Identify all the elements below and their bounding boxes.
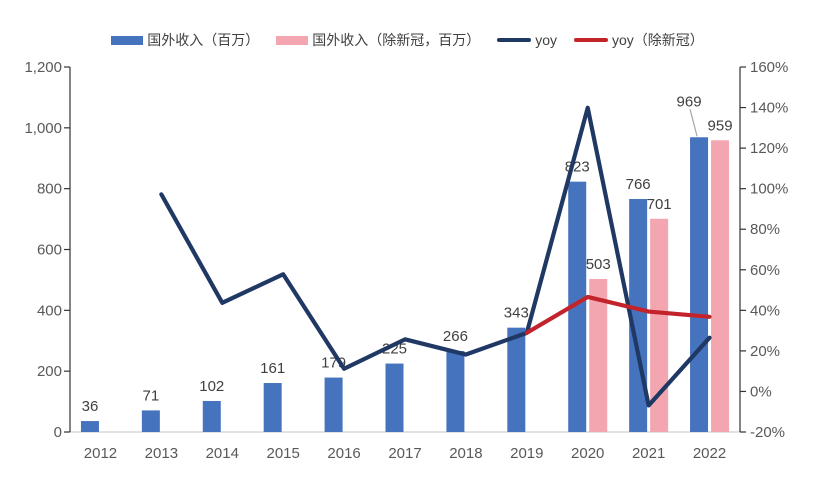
bar-2020-s0	[568, 181, 587, 432]
legend-item-0: 国外收入（百万）	[111, 30, 259, 50]
left-axis-tick-label: 400	[37, 302, 62, 319]
right-axis-tick-label: 120%	[750, 140, 788, 157]
x-axis-category-label: 2019	[510, 445, 543, 462]
label-leader-line	[689, 109, 698, 137]
legend-item-2: yoy	[497, 32, 557, 48]
x-axis-category-label: 2018	[449, 445, 482, 462]
bar-2015-s0	[263, 383, 282, 432]
right-axis-tick-label: 80%	[750, 221, 780, 238]
legend-line-swatch-icon	[574, 38, 608, 42]
right-axis-tick-label: 20%	[750, 343, 780, 360]
legend-item-3: yoy（除新冠）	[574, 30, 704, 50]
left-axis-tick-label: 200	[37, 363, 62, 380]
right-axis-tick-label: 140%	[750, 100, 788, 117]
right-axis-tick-label: -20%	[750, 424, 785, 441]
legend-label: yoy（除新冠）	[612, 32, 704, 48]
right-axis-tick-label: 40%	[750, 302, 780, 319]
data-label: 161	[260, 360, 285, 377]
data-label: 102	[199, 378, 224, 395]
legend-label: yoy	[535, 32, 557, 48]
data-label: 71	[143, 387, 160, 404]
line-series-1	[524, 294, 712, 335]
legend-label: 国外收入（百万）	[147, 32, 260, 48]
bar-2016-s0	[324, 377, 343, 432]
left-axis-tick-label: 800	[37, 181, 62, 198]
left-axis-tick-label: 600	[37, 242, 62, 259]
x-axis-category-label: 2014	[206, 445, 239, 462]
bar-2022-s0	[690, 137, 709, 432]
x-axis-category-label: 2013	[145, 445, 178, 462]
left-axis-tick-label: 1,200	[24, 59, 62, 76]
legend-line-swatch-icon	[497, 38, 532, 42]
bar-2020-s1	[589, 279, 608, 432]
data-label: 36	[82, 398, 99, 415]
left-axis-tick-label: 1,000	[24, 120, 62, 137]
bar-2022-s1	[711, 140, 730, 432]
data-label: 969	[677, 93, 702, 110]
data-label: 959	[708, 117, 733, 134]
x-axis-category-label: 2015	[266, 445, 299, 462]
data-label: 701	[647, 196, 672, 213]
right-axis-tick-label: 100%	[750, 181, 788, 198]
x-axis-category-label: 2016	[327, 445, 360, 462]
x-axis-category-label: 2012	[84, 445, 117, 462]
bar-2014-s0	[202, 400, 221, 432]
legend-item-1: 国外收入（除新冠，百万）	[276, 30, 480, 50]
data-label: 266	[443, 328, 468, 345]
right-axis-tick-label: 0%	[750, 383, 772, 400]
data-label: 343	[504, 305, 529, 322]
bar-2013-s0	[141, 410, 160, 432]
bar-2021-s1	[650, 218, 669, 432]
data-label: 503	[586, 256, 611, 273]
bar-2019-s0	[507, 327, 526, 432]
legend-bar-swatch-icon	[276, 35, 309, 45]
line-series-0	[159, 105, 712, 408]
left-axis-tick-label: 0	[54, 424, 62, 441]
right-axis-tick-label: 160%	[750, 59, 788, 76]
right-axis-tick-label: 60%	[750, 262, 780, 279]
bar-2018-s0	[446, 351, 465, 432]
legend-label: 国外收入（除新冠，百万）	[312, 32, 481, 48]
bar-2017-s0	[385, 363, 404, 432]
x-axis-category-label: 2022	[693, 445, 726, 462]
legend-bar-swatch-icon	[111, 35, 144, 45]
data-label: 225	[382, 341, 407, 358]
bar-2012-s0	[80, 421, 99, 432]
data-label: 766	[626, 176, 651, 193]
legend: 国外收入（百万） 国外收入（除新冠，百万） yoy yoy（除新冠）	[0, 30, 815, 50]
x-axis-category-label: 2017	[388, 445, 421, 462]
x-axis-category-label: 2020	[571, 445, 604, 462]
x-axis-category-label: 2021	[632, 445, 665, 462]
